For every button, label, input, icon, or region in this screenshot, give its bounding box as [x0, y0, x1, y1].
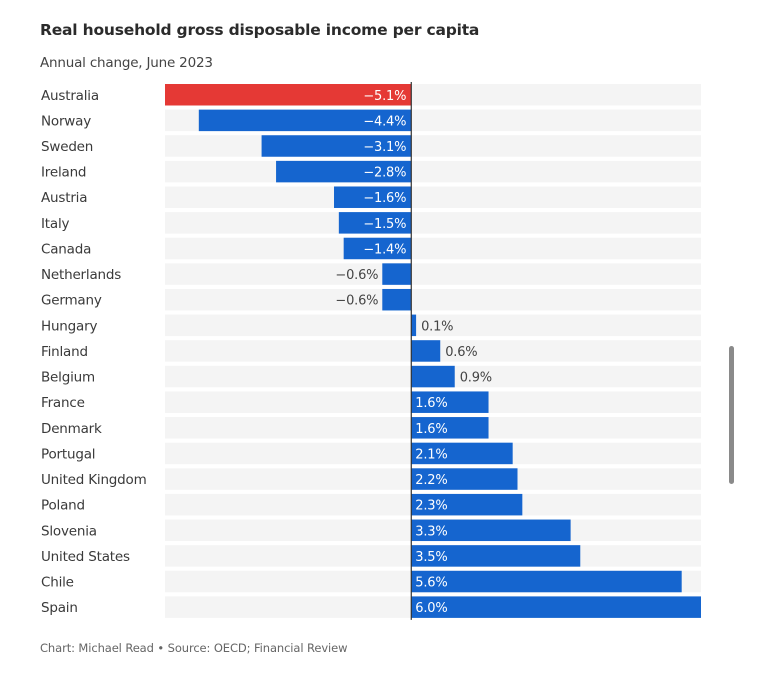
value-label: 1.6% [415, 396, 447, 411]
value-label: −1.5% [363, 217, 406, 232]
value-label: −5.1% [363, 89, 406, 104]
row-background [165, 237, 701, 260]
category-label: Chile [41, 575, 74, 591]
value-label: 5.6% [415, 576, 447, 591]
bar-slovenia [411, 519, 571, 542]
bars [165, 84, 701, 618]
bar-sweden [261, 135, 412, 157]
category-label: Belgium [41, 370, 95, 386]
bar-italy [338, 212, 412, 234]
category-label: Hungary [41, 318, 97, 334]
value-label: −2.8% [363, 166, 406, 181]
category-labels: Australia Norway Sweden Ireland Austria Italy… [41, 88, 147, 616]
value-label: −1.4% [363, 242, 406, 257]
chart-subtitle: Annual change, June 2023 [40, 55, 213, 71]
value-label: 2.2% [415, 473, 447, 488]
category-label: Slovenia [41, 523, 97, 539]
row-background [165, 263, 701, 285]
bar-hungary [411, 314, 417, 337]
value-label: 3.3% [415, 524, 447, 539]
bar-ireland [276, 160, 412, 183]
category-label: Netherlands [41, 267, 121, 283]
value-label: 2.1% [415, 447, 447, 462]
category-label: Poland [41, 498, 85, 514]
value-label: −3.1% [363, 140, 406, 155]
bar-austria [334, 186, 412, 208]
bar-denmark [411, 417, 489, 439]
category-label: Austria [41, 190, 87, 206]
category-label: Spain [41, 600, 78, 616]
bar-france [411, 391, 489, 413]
category-label: Sweden [41, 139, 93, 155]
category-label: Italy [41, 216, 69, 232]
category-label: Australia [41, 88, 99, 104]
row-background [165, 314, 701, 337]
bar-finland [411, 340, 441, 362]
category-label: Norway [41, 113, 91, 129]
category-label: United States [41, 549, 130, 565]
bar-netherlands [382, 263, 412, 285]
value-labels: −5.1% −4.4% −3.1% −2.8% −1.6% −1.5% −1.4% −0.6%… [335, 89, 492, 616]
bar-norway [198, 109, 412, 132]
category-label: France [41, 395, 85, 411]
bar-spain [411, 596, 701, 618]
category-label: Portugal [41, 446, 95, 462]
category-label: Denmark [41, 421, 102, 437]
bar-australia [165, 84, 412, 106]
bar-united-states [411, 545, 581, 567]
scrollbar[interactable] [729, 346, 734, 484]
bar-chile [411, 570, 682, 593]
value-label: −0.6% [335, 294, 378, 309]
row-background [165, 135, 701, 157]
category-label: Finland [41, 344, 88, 360]
value-label: −1.6% [363, 191, 406, 206]
value-label: −0.6% [335, 268, 378, 283]
value-label: 0.6% [445, 345, 477, 360]
chart-title: Real household gross disposable income p… [40, 21, 480, 39]
row-background [165, 186, 701, 208]
value-label: 6.0% [415, 601, 447, 616]
row-backgrounds [165, 84, 701, 618]
bar-belgium [411, 365, 455, 388]
bar-germany [382, 288, 412, 311]
category-label: United Kingdom [41, 472, 147, 488]
category-label: Ireland [41, 165, 86, 181]
value-label: 0.9% [460, 371, 492, 386]
chart-source: Chart: Michael Read • Source: OECD; Fina… [40, 641, 348, 655]
row-background [165, 212, 701, 234]
bar-poland [411, 493, 523, 516]
category-label: Germany [41, 293, 102, 309]
row-background [165, 160, 701, 183]
value-label: 0.1% [421, 319, 453, 334]
row-background [165, 288, 701, 311]
value-label: 2.3% [415, 499, 447, 514]
value-label: 1.6% [415, 422, 447, 437]
value-label: −4.4% [363, 114, 406, 129]
category-label: Canada [41, 241, 91, 257]
bar-united-kingdom [411, 468, 518, 490]
value-label: 3.5% [415, 550, 447, 565]
bar-portugal [411, 442, 513, 465]
bar-canada [343, 237, 412, 260]
